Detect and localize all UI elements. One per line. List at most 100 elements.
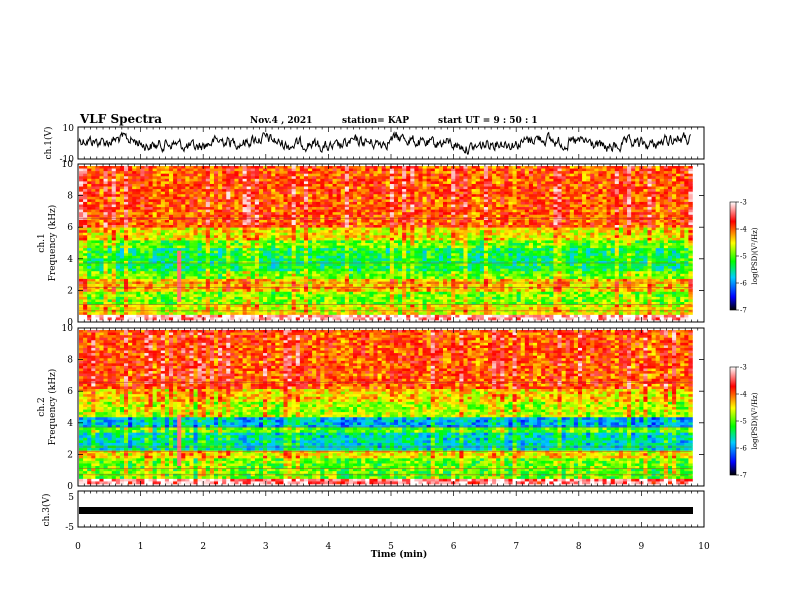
ch1-spectrogram-cell (83, 189, 88, 192)
ch1-spectrogram-cell (238, 178, 243, 182)
ch1-spectrogram-cell (271, 178, 276, 182)
ch1-spectrogram-cell (226, 194, 231, 198)
ch1-spectrogram-cell (103, 232, 108, 236)
ch1-spectrogram-cell (393, 194, 399, 198)
ch1-spectrogram-cell (639, 245, 644, 249)
ch1-spectrogram-cell (99, 171, 104, 174)
ch1-spectrogram-cell (479, 181, 485, 185)
ch1-spectrogram-cell (451, 171, 456, 174)
ch1-spectrogram-cell (402, 243, 407, 246)
ch1-spectrogram-cell (590, 217, 595, 221)
ch1-spectrogram-cell (381, 178, 387, 182)
ch1-spectrogram-cell (328, 204, 333, 208)
ch1-spectrogram-cell (393, 199, 399, 203)
ch1-spectrogram-cell (344, 232, 350, 236)
ch1-spectrogram-cell (373, 199, 378, 203)
ch1-spectrogram-cell (639, 173, 644, 177)
ch1-spectrogram-cell (426, 176, 432, 180)
ch1-spectrogram-cell (250, 245, 256, 249)
ch1-spectrogram-cell (598, 235, 603, 239)
ch1-spectrogram-cell (532, 201, 538, 205)
ch1-spectrogram-cell (537, 243, 542, 246)
ch1-spectrogram-cell (553, 217, 558, 221)
ch1-spectrogram-cell (561, 178, 566, 182)
ch1-spectrogram-cell (667, 171, 673, 174)
ch1-spectrogram-cell (622, 225, 628, 228)
ch1-spectrogram-cell (209, 212, 215, 216)
ch1-spectrogram-cell (320, 181, 325, 185)
ch1-spectrogram-cell (434, 178, 440, 182)
ch1-spectrogram-cell (553, 181, 558, 185)
ch1-spectrogram-cell (156, 227, 162, 231)
ch1-spectrogram-cell (205, 201, 211, 205)
ch1-spectrogram-cell (316, 196, 321, 200)
ch1-spectrogram-cell (316, 237, 321, 241)
ch1-spectrogram-cell (181, 209, 186, 213)
ch1-spectrogram-cell (144, 176, 149, 180)
ch1-spectrogram-cell (647, 186, 652, 190)
ch1-spectrogram-cell (263, 178, 268, 182)
ch1-spectrogram-cell (549, 225, 554, 228)
ch1-spectrogram-cell (622, 243, 628, 246)
ch1-spectrogram-cell (496, 243, 501, 246)
ch1-spectrogram-cell (414, 225, 419, 228)
ch1-spectrogram-cell (541, 178, 546, 182)
ch1-spectrogram-cell (606, 207, 611, 210)
ch1-spectrogram-cell (95, 222, 100, 226)
ch1-spectrogram-cell (308, 222, 313, 226)
ch1-spectrogram-cell (430, 240, 436, 244)
ch1-spectrogram-cell (254, 222, 260, 226)
ch1-spectrogram-cell (627, 214, 632, 218)
ch1-spectrogram-cell (267, 237, 272, 241)
ch1-spectrogram-cell (393, 183, 399, 187)
ch1-spectrogram-cell (569, 217, 575, 221)
ch1-spectrogram-cell (655, 189, 661, 192)
ch1-spectrogram-cell (275, 219, 280, 223)
ch1-spectrogram-cell (504, 194, 509, 198)
ch1-spectrogram-cell (115, 230, 121, 234)
ch1-spectrogram-cell (254, 191, 260, 195)
ch1-spectrogram-cell (663, 217, 669, 221)
ch1-spectrogram-cell (582, 173, 587, 177)
ch1-spectrogram-cell (377, 217, 382, 221)
ch1-spectrogram-image (79, 165, 703, 321)
ch1-spectrogram-cell (258, 201, 264, 205)
ch1-spectrogram-cell (537, 237, 542, 241)
ch1-spectrogram-cell (348, 178, 354, 182)
ch1-spectrogram-cell (254, 243, 260, 246)
ch1-spectrogram-cell (553, 194, 558, 198)
ch1-spectrogram-cell (467, 178, 472, 182)
ch1-spectrogram-cell (324, 245, 329, 249)
ch1-spectrogram-cell (663, 191, 669, 195)
ch1-spectrogram-cell (492, 199, 497, 203)
ch1-spectrogram-cell (410, 176, 415, 180)
ch1-spectrogram-cell (79, 178, 84, 182)
ch1-spectrogram-cell (586, 199, 591, 203)
ch1-spectrogram-cell (381, 240, 387, 244)
ch1-spectrogram-cell (83, 201, 88, 205)
ch1-spectrogram-cell (222, 199, 227, 203)
ch1-spectrogram-cell (451, 230, 456, 234)
ch1-spectrogram-cell (418, 196, 423, 200)
ch1-spectrogram-cell (602, 189, 607, 192)
ch1-spectrogram-cell (516, 243, 522, 246)
ch1-spectrogram-cell (622, 204, 628, 208)
ch1-spectrogram-cell (606, 248, 611, 251)
ch1-spectrogram-cell (582, 225, 587, 228)
ch1-spectrogram-cell (287, 243, 292, 246)
ch1-spectrogram-cell (553, 204, 558, 208)
ch1-spectrogram-cell (344, 240, 350, 244)
ch1-spectrogram-cell (263, 212, 268, 216)
ch1-spectrogram-cell (303, 237, 309, 241)
ch1-spectrogram-cell (393, 232, 399, 236)
ch1-spectrogram-cell (655, 219, 661, 223)
ch1-spectrogram-cell (218, 225, 223, 228)
ch1-spectrogram-cell (590, 173, 595, 177)
ch1-spectrogram-cell (537, 204, 542, 208)
ch1-spectrogram-cell (479, 212, 485, 216)
ch1-spectrogram-cell (627, 173, 632, 177)
ch1-spectrogram-cell (119, 245, 125, 249)
ch1-spectrogram-cell (340, 219, 346, 223)
ch1-spectrogram-cell (398, 230, 403, 234)
ch1-spectrogram-cell (103, 212, 108, 216)
